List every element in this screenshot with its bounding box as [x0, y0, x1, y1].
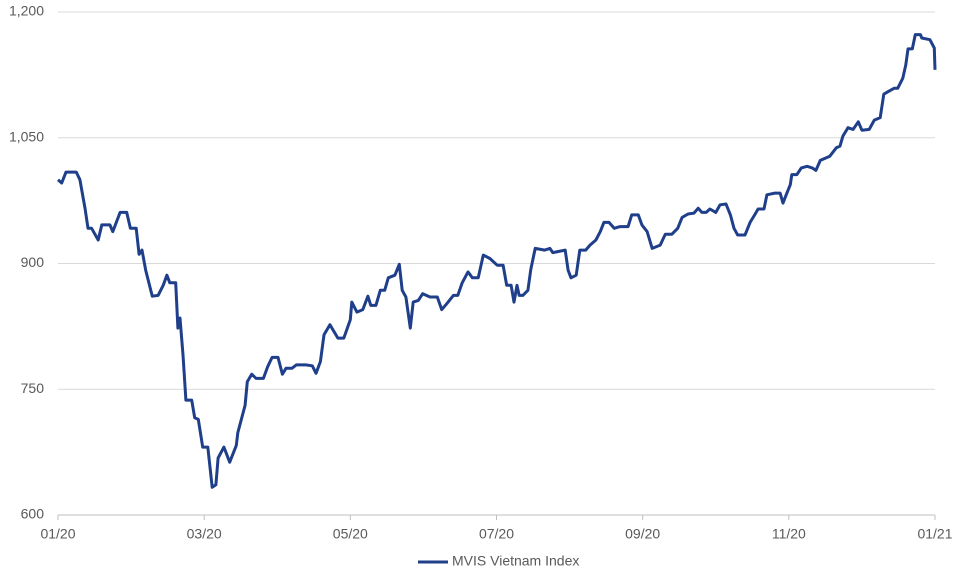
y-tick-label: 1,050	[9, 128, 44, 144]
x-tick-label: 01/20	[40, 526, 75, 542]
x-tick-label: 07/20	[479, 526, 514, 542]
x-tick-label: 05/20	[333, 526, 368, 542]
line-series	[57, 33, 937, 489]
y-tick-label: 900	[21, 254, 45, 270]
y-tick-label: 600	[21, 506, 45, 522]
x-tick-label: 09/20	[625, 526, 660, 542]
x-tick-label: 03/20	[187, 526, 222, 542]
legend-label: MVIS Vietnam Index	[452, 553, 579, 569]
y-tick-label: 750	[21, 380, 45, 396]
y-tick-label: 1,200	[9, 3, 44, 19]
x-tick-label: 01/21	[917, 526, 952, 542]
x-tick-label: 11/20	[772, 526, 806, 542]
